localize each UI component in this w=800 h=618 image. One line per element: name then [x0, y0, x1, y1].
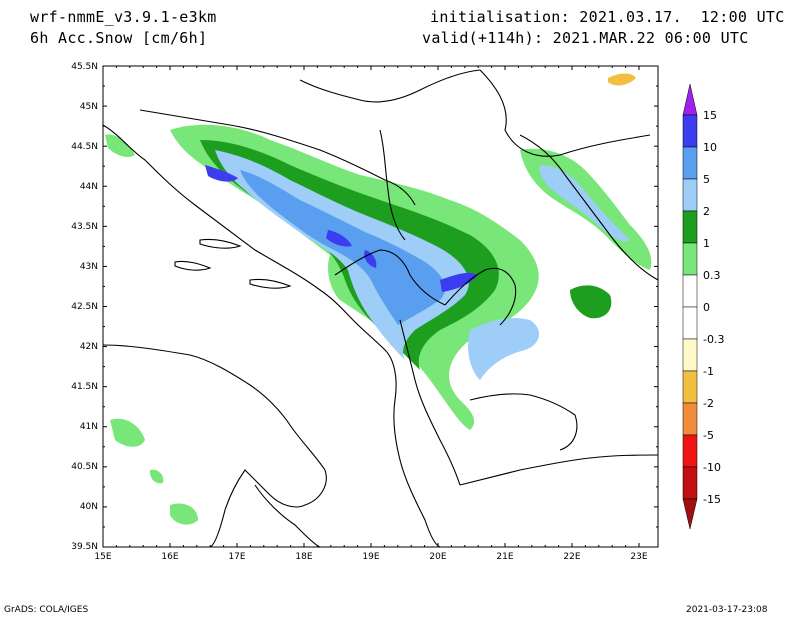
colorbar-segment-1-2 — [682, 210, 698, 244]
snow-field — [105, 73, 652, 525]
colorbar-label: 5 — [703, 173, 710, 186]
lat-label: 43N — [80, 262, 98, 272]
coastline-italy-heel — [254, 484, 321, 548]
lon-label: 22E — [563, 552, 580, 562]
border-kosovo — [444, 267, 517, 326]
lat-label: 42.5N — [71, 302, 98, 312]
lon-labels: 15E 16E 17E 18E 19E 20E 21E 22E 23E — [94, 552, 647, 562]
border-croatia-bosnia — [139, 109, 416, 206]
border-serbia-romania — [479, 69, 651, 157]
border-hungary — [299, 69, 481, 103]
colorbar-segment-neg1-neg0.3 — [682, 338, 698, 372]
colorbar-label: -10 — [703, 461, 721, 474]
coastline-adriatic — [102, 124, 441, 548]
colorbar-segment-neg5-neg2 — [682, 402, 698, 436]
coastline-italy — [102, 344, 327, 548]
colorbar-label: 10 — [703, 141, 717, 154]
croatia-islands-2 — [249, 278, 292, 289]
lat-label: 40.5N — [71, 462, 98, 472]
snow-area-italy-1 — [110, 418, 145, 447]
lat-label: 45N — [80, 102, 98, 112]
snow-area-bulgaria-west — [570, 285, 612, 319]
colorbar-label: 2 — [703, 205, 710, 218]
snow-area-macedonia — [468, 318, 540, 380]
snow-area-italy-2 — [170, 503, 198, 525]
colorbar-label: 15 — [703, 109, 717, 122]
snow-area-peak-1 — [205, 165, 238, 182]
field-title: 6h Acc.Snow [cm/6h] — [30, 29, 208, 47]
colorbar-segment-neg15-neg10 — [682, 466, 698, 500]
snow-area-bosnia-5to10 — [240, 170, 445, 325]
snow-area-italy-3 — [149, 469, 164, 484]
snow-area-peak-4 — [440, 272, 478, 292]
colorbar-segment-5-10 — [682, 146, 698, 180]
colorbar-segment-10-15 — [682, 114, 698, 148]
colorbar-bottom-arrow — [682, 498, 698, 530]
lat-label: 41.5N — [71, 382, 98, 392]
footer-credit: GrADS: COLA/IGES — [4, 605, 89, 615]
lon-label: 16E — [161, 552, 178, 562]
footer-timestamp: 2021-03-17-23:08 — [686, 605, 768, 615]
colorbar-segment-neg0.3-0 — [682, 306, 698, 340]
border-macedonia — [469, 393, 578, 451]
border-greece — [459, 454, 659, 486]
axis-ticks — [102, 65, 658, 548]
colorbar-segment-0.3-1 — [682, 242, 698, 276]
lon-label: 15E — [94, 552, 111, 562]
border-bulgaria — [519, 134, 659, 281]
lon-label: 18E — [295, 552, 312, 562]
lat-label: 43.5N — [71, 222, 98, 232]
model-title: wrf-nmmE_v3.9.1-e3km — [30, 8, 217, 26]
lat-label: 44.5N — [71, 142, 98, 152]
lon-label: 17E — [228, 552, 245, 562]
lon-label: 23E — [630, 552, 647, 562]
colorbar: 15 10 5 2 1 0.3 0 -0.3 -1 -2 -5 -10 -15 — [682, 83, 724, 530]
init-time: initialisation: 2021.03.17. 12:00 UTC — [430, 8, 785, 26]
border-bosnia-serbia — [379, 129, 406, 241]
colorbar-label: 0 — [703, 301, 710, 314]
colorbar-label: 0.3 — [703, 269, 721, 282]
negative-area-romania — [608, 73, 636, 86]
lat-label: 45.5N — [71, 62, 98, 72]
lat-label: 39.5N — [71, 542, 98, 552]
lat-label: 42N — [80, 342, 98, 352]
colorbar-top-arrow — [682, 83, 698, 116]
colorbar-label: 1 — [703, 237, 710, 250]
colorbar-label: -1 — [703, 365, 714, 378]
map-outlines — [102, 69, 659, 548]
lon-label: 20E — [429, 552, 446, 562]
colorbar-segment-neg2-neg1 — [682, 370, 698, 404]
colorbar-segment-2-5 — [682, 178, 698, 212]
colorbar-segment-0-0.3 — [682, 274, 698, 308]
lat-label: 40N — [80, 502, 98, 512]
croatia-islands-3 — [174, 260, 212, 271]
colorbar-segment-neg10-neg5 — [682, 434, 698, 468]
colorbar-label: -2 — [703, 397, 714, 410]
lat-label: 44N — [80, 182, 98, 192]
lon-label: 21E — [496, 552, 513, 562]
snow-area-peak-2 — [326, 230, 352, 247]
snow-area-peak-3 — [364, 250, 377, 268]
lon-label: 19E — [362, 552, 379, 562]
lat-label: 41N — [80, 422, 98, 432]
colorbar-label: -0.3 — [703, 333, 724, 346]
colorbar-label: -5 — [703, 429, 714, 442]
snow-area-serbia-inner — [539, 165, 630, 242]
lat-labels: 45.5N 45N 44.5N 44N 43.5N 43N 42.5N 42N … — [71, 62, 98, 552]
colorbar-label: -15 — [703, 493, 721, 506]
croatia-islands-1 — [199, 238, 242, 249]
snow-area-slovenia — [105, 134, 135, 158]
border-albania — [399, 319, 461, 486]
valid-time: valid(+114h): 2021.MAR.22 06:00 UTC — [422, 29, 749, 47]
border-montenegro — [334, 249, 446, 306]
